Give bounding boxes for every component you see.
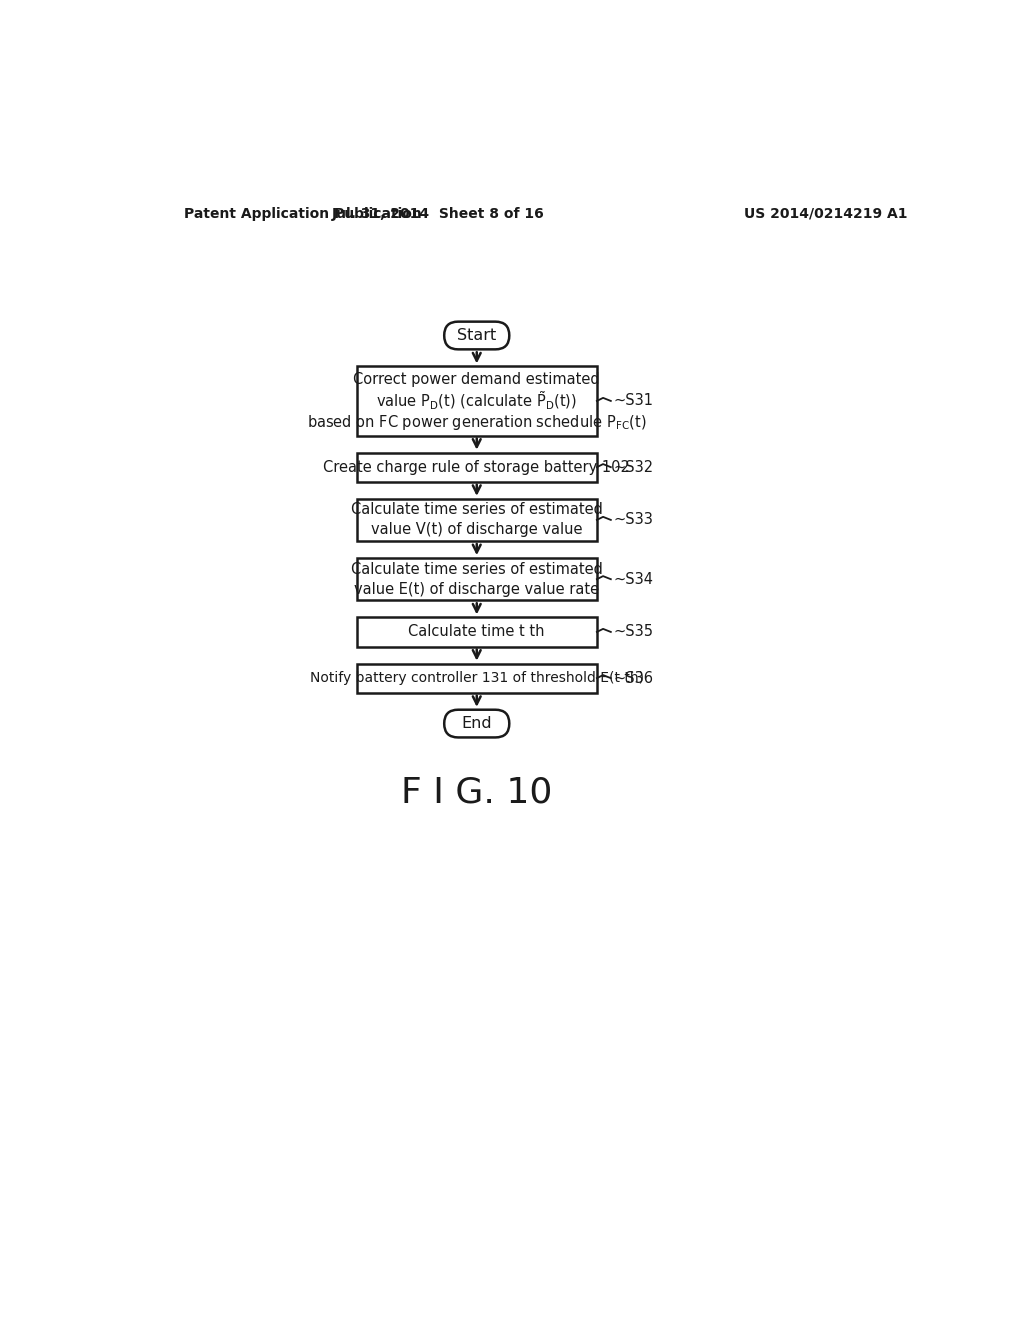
- Text: value E(t) of discharge value rate: value E(t) of discharge value rate: [354, 582, 599, 597]
- FancyBboxPatch shape: [444, 710, 509, 738]
- Bar: [356, 367, 597, 436]
- Bar: [356, 664, 597, 693]
- Text: F I G. 10: F I G. 10: [401, 776, 552, 810]
- Bar: [356, 558, 597, 601]
- Text: ~S32: ~S32: [614, 459, 654, 475]
- Text: ~S36: ~S36: [614, 671, 654, 685]
- Text: value V(t) of discharge value: value V(t) of discharge value: [371, 523, 583, 537]
- Text: Jul. 31, 2014  Sheet 8 of 16: Jul. 31, 2014 Sheet 8 of 16: [332, 207, 545, 220]
- Text: ~S34: ~S34: [614, 572, 654, 586]
- Text: ~S35: ~S35: [614, 624, 654, 639]
- Text: Calculate time series of estimated: Calculate time series of estimated: [351, 503, 603, 517]
- Text: value P$_\mathregular{D}$(t) (calculate $\mathregular{\tilde{P}_D}$(t)): value P$_\mathregular{D}$(t) (calculate …: [376, 389, 578, 412]
- Text: End: End: [462, 715, 493, 731]
- Text: ~S31: ~S31: [614, 393, 654, 408]
- Text: US 2014/0214219 A1: US 2014/0214219 A1: [743, 207, 907, 220]
- FancyBboxPatch shape: [444, 322, 509, 350]
- Text: ~S33: ~S33: [614, 512, 653, 528]
- Text: Create charge rule of storage battery 102: Create charge rule of storage battery 10…: [324, 459, 630, 475]
- Text: Calculate time t th: Calculate time t th: [409, 624, 545, 639]
- Text: based on FC power generation schedule P$_\mathregular{FC}$(t): based on FC power generation schedule P$…: [307, 413, 646, 432]
- Bar: [356, 618, 597, 647]
- Text: Calculate time series of estimated: Calculate time series of estimated: [351, 562, 603, 577]
- Bar: [356, 453, 597, 482]
- Text: Correct power demand estimated: Correct power demand estimated: [353, 372, 600, 387]
- Bar: [356, 499, 597, 541]
- Text: Patent Application Publication: Patent Application Publication: [183, 207, 422, 220]
- Text: Start: Start: [457, 327, 497, 343]
- Text: Notify battery controller 131 of threshold E(t th): Notify battery controller 131 of thresho…: [309, 671, 644, 685]
